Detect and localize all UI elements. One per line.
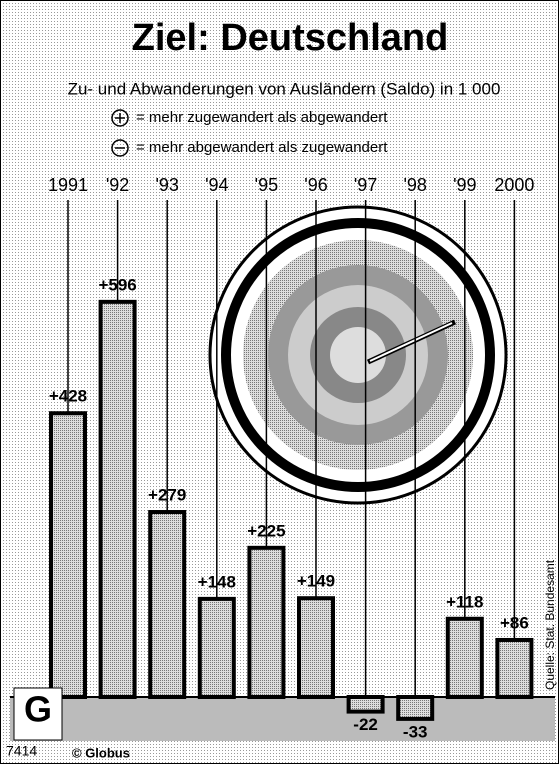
bar [247, 545, 286, 700]
x-tick-label: '97 [354, 175, 377, 195]
x-tick-label: 2000 [494, 175, 534, 195]
value-label: +596 [98, 275, 136, 294]
minus-icon [111, 139, 129, 157]
x-tick-label: '94 [205, 175, 228, 195]
value-label: +225 [247, 521, 285, 540]
plus-icon [111, 109, 129, 127]
logo-box [13, 687, 63, 741]
value-label: +86 [500, 613, 529, 632]
bar [49, 411, 87, 699]
legend-minus: = mehr abgewandert als zugewandert [136, 139, 388, 156]
code: 7414 [6, 743, 37, 759]
bar [297, 596, 335, 700]
logo: G [24, 689, 52, 730]
source: Quelle: Stat. Bundesamt [543, 559, 557, 690]
x-tick-label: 1991 [48, 175, 88, 195]
bar [495, 637, 534, 699]
x-tick-label: '96 [304, 175, 327, 195]
bar [445, 616, 484, 699]
bar [98, 299, 137, 699]
x-tick-label: '93 [155, 175, 178, 195]
publisher: © Globus [72, 745, 130, 760]
x-tick-label: '95 [255, 175, 278, 195]
x-tick-label: '98 [403, 175, 426, 195]
bar [346, 695, 385, 714]
baseline-band [10, 697, 555, 741]
bar [148, 510, 187, 700]
chart-title: Ziel: Deutschland [132, 17, 449, 59]
bar [396, 695, 435, 721]
x-tick-label: '99 [453, 175, 476, 195]
value-label: -22 [353, 715, 378, 734]
legend-plus: = mehr zugewandert als abgewandert [136, 109, 388, 126]
value-label: +428 [49, 387, 87, 406]
bar [197, 596, 236, 699]
chart-subtitle: Zu- und Abwanderungen von Ausländern (Sa… [68, 79, 501, 98]
value-label: +279 [148, 486, 186, 505]
value-label: +149 [297, 572, 335, 591]
value-label: -33 [403, 722, 428, 741]
plus-sign [115, 113, 125, 123]
x-tick-label: '92 [106, 175, 129, 195]
dartboard [208, 205, 508, 505]
value-label: +148 [198, 572, 236, 591]
value-label: +118 [446, 592, 483, 611]
